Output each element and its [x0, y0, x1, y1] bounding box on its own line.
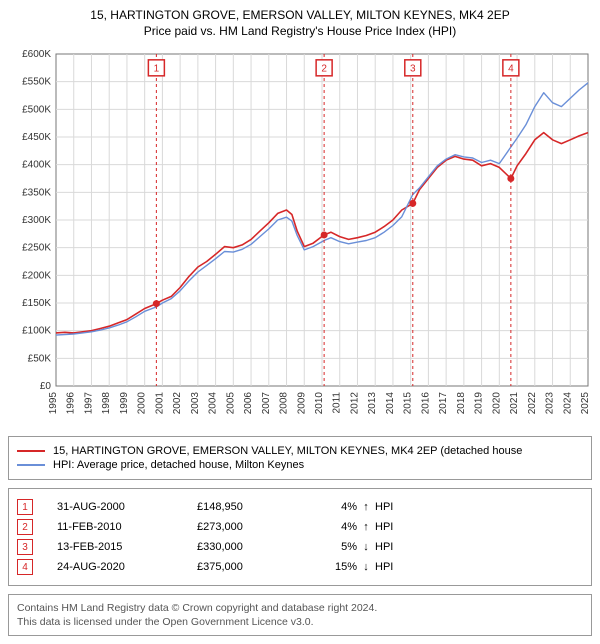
svg-text:2017: 2017: [438, 392, 449, 415]
svg-text:2005: 2005: [225, 392, 236, 415]
svg-text:£450K: £450K: [22, 132, 51, 143]
svg-text:2002: 2002: [172, 392, 183, 415]
svg-text:£50K: £50K: [28, 353, 52, 364]
transaction-rel: HPI: [375, 501, 393, 513]
svg-text:£550K: £550K: [22, 77, 51, 88]
svg-text:£200K: £200K: [22, 270, 51, 281]
transaction-table: 131-AUG-2000£148,9504%↑HPI211-FEB-2010£2…: [8, 488, 592, 586]
transaction-row: 4 24-AUG-2020£375,00015%↓HPI: [17, 559, 583, 575]
transaction-price: £375,000: [197, 561, 307, 573]
svg-text:£150K: £150K: [22, 298, 51, 309]
transaction-marker: 4: [17, 559, 33, 575]
svg-text:1: 1: [154, 63, 160, 74]
chart-container: £0 £50K £100K £150K £200K £250K £300K £350K £400…: [8, 46, 592, 426]
svg-text:2016: 2016: [420, 392, 431, 415]
transaction-arrow-icon: ↑: [357, 521, 375, 533]
svg-text:2007: 2007: [261, 392, 272, 415]
svg-text:2025: 2025: [580, 392, 591, 415]
svg-text:1999: 1999: [119, 392, 130, 415]
legend-row: 15, HARTINGTON GROVE, EMERSON VALLEY, MI…: [17, 445, 583, 457]
legend-swatch: [17, 450, 45, 452]
svg-text:2008: 2008: [279, 392, 290, 415]
transaction-date: 31-AUG-2000: [57, 501, 197, 513]
svg-text:£500K: £500K: [22, 104, 51, 115]
transaction-row: 3 13-FEB-2015£330,0005%↓HPI: [17, 539, 583, 555]
transaction-row: 1 31-AUG-2000£148,9504%↑HPI: [17, 499, 583, 515]
svg-text:2012: 2012: [349, 392, 360, 415]
footer-line2: This data is licensed under the Open Gov…: [17, 615, 583, 629]
svg-text:£100K: £100K: [22, 326, 51, 337]
svg-text:2013: 2013: [367, 392, 378, 415]
transaction-rel: HPI: [375, 521, 393, 533]
transaction-date: 11-FEB-2010: [57, 521, 197, 533]
svg-text:2: 2: [321, 63, 327, 74]
svg-text:1996: 1996: [66, 392, 77, 415]
svg-text:2023: 2023: [545, 392, 556, 415]
svg-text:£350K: £350K: [22, 187, 51, 198]
chart-title-block: 15, HARTINGTON GROVE, EMERSON VALLEY, MI…: [8, 8, 592, 38]
legend-label: 15, HARTINGTON GROVE, EMERSON VALLEY, MI…: [53, 445, 522, 457]
transaction-pct: 4%: [307, 521, 357, 533]
transaction-rel: HPI: [375, 541, 393, 553]
transaction-price: £273,000: [197, 521, 307, 533]
legend-row: HPI: Average price, detached house, Milt…: [17, 459, 583, 471]
legend: 15, HARTINGTON GROVE, EMERSON VALLEY, MI…: [8, 436, 592, 480]
legend-label: HPI: Average price, detached house, Milt…: [53, 459, 304, 471]
transaction-arrow-icon: ↓: [357, 561, 375, 573]
footer-line1: Contains HM Land Registry data © Crown c…: [17, 601, 583, 615]
svg-text:1998: 1998: [101, 392, 112, 415]
svg-text:2020: 2020: [491, 392, 502, 415]
svg-text:2003: 2003: [190, 392, 201, 415]
legend-swatch: [17, 464, 45, 466]
svg-text:£600K: £600K: [22, 49, 51, 60]
svg-text:1995: 1995: [48, 392, 59, 415]
svg-text:2018: 2018: [456, 392, 467, 415]
transaction-rel: HPI: [375, 561, 393, 573]
chart-title-line1: 15, HARTINGTON GROVE, EMERSON VALLEY, MI…: [8, 8, 592, 22]
transaction-arrow-icon: ↓: [357, 541, 375, 553]
svg-text:2009: 2009: [296, 392, 307, 415]
svg-text:2006: 2006: [243, 392, 254, 415]
svg-text:£250K: £250K: [22, 243, 51, 254]
transaction-row: 2 11-FEB-2010£273,0004%↑HPI: [17, 519, 583, 535]
attribution-footer: Contains HM Land Registry data © Crown c…: [8, 594, 592, 636]
transaction-marker: 1: [17, 499, 33, 515]
svg-text:£400K: £400K: [22, 160, 51, 171]
svg-text:2010: 2010: [314, 392, 325, 415]
svg-text:2019: 2019: [474, 392, 485, 415]
transaction-arrow-icon: ↑: [357, 501, 375, 513]
svg-text:3: 3: [410, 63, 416, 74]
transaction-pct: 5%: [307, 541, 357, 553]
svg-text:2011: 2011: [332, 392, 343, 414]
svg-text:2022: 2022: [527, 392, 538, 415]
transaction-price: £148,950: [197, 501, 307, 513]
svg-text:4: 4: [508, 63, 514, 74]
svg-text:£300K: £300K: [22, 215, 51, 226]
transaction-marker: 2: [17, 519, 33, 535]
svg-text:2001: 2001: [154, 392, 165, 415]
svg-text:2014: 2014: [385, 392, 396, 415]
svg-text:£0: £0: [40, 381, 52, 392]
transaction-price: £330,000: [197, 541, 307, 553]
transaction-pct: 15%: [307, 561, 357, 573]
chart-title-line2: Price paid vs. HM Land Registry's House …: [8, 24, 592, 38]
svg-text:2024: 2024: [562, 392, 573, 415]
price-chart: £0 £50K £100K £150K £200K £250K £300K £350K £400…: [8, 46, 592, 426]
transaction-date: 13-FEB-2015: [57, 541, 197, 553]
svg-text:1997: 1997: [83, 392, 94, 415]
svg-text:2021: 2021: [509, 392, 520, 415]
svg-text:2015: 2015: [403, 392, 414, 415]
transaction-pct: 4%: [307, 501, 357, 513]
svg-text:2004: 2004: [208, 392, 219, 415]
svg-text:2000: 2000: [137, 392, 148, 415]
transaction-marker: 3: [17, 539, 33, 555]
transaction-date: 24-AUG-2020: [57, 561, 197, 573]
